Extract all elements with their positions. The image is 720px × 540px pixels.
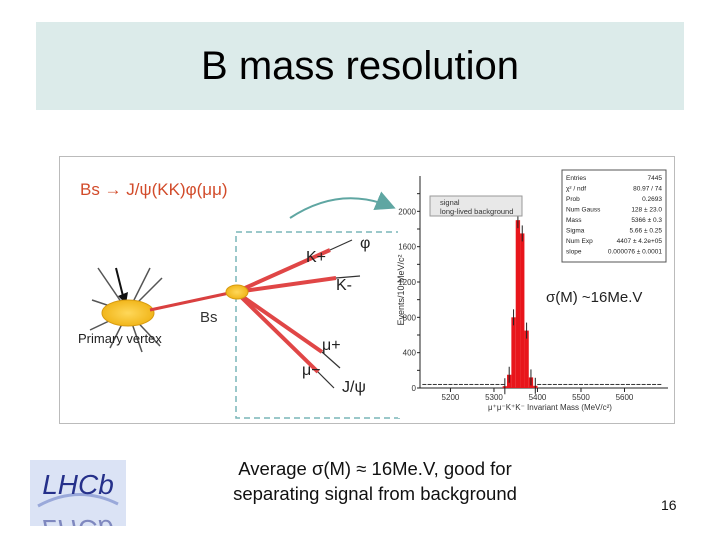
y-tick-label: 400 — [403, 349, 417, 358]
histogram-bar — [524, 330, 529, 388]
title-band — [36, 22, 684, 110]
muminus-label: μ− — [302, 362, 321, 379]
stat-value: 128 ± 23.0 — [631, 207, 662, 214]
y-tick-label: 2000 — [398, 207, 416, 216]
stat-value: 4407 ± 4.2e+05 — [617, 238, 663, 245]
daughter-tracks — [234, 248, 337, 374]
decay-vertex — [225, 284, 249, 300]
stat-value: 5.66 ± 0.25 — [630, 228, 663, 235]
logo-text: LHCb — [42, 469, 114, 500]
x-tick-label: 5600 — [616, 393, 634, 402]
x-ticks: 5200 5300 5400 5500 5600 — [442, 388, 634, 402]
stat-value: 7445 — [648, 175, 663, 182]
x-tick-label: 5500 — [572, 393, 590, 402]
stat-value: 80.97 / 74 — [633, 186, 662, 193]
slide-title: B mass resolution — [201, 44, 519, 88]
decay-region-box — [235, 231, 401, 419]
signal-peak — [502, 212, 538, 395]
y-tick-label: 800 — [403, 313, 417, 322]
histogram-bar — [515, 220, 521, 388]
fit-stats-box — [561, 169, 667, 263]
resolution-label: σ(M) ~16Me.V — [546, 289, 642, 306]
muplus-label: μ+ — [322, 337, 341, 354]
jpsi-label: J/ψ — [342, 379, 366, 396]
x-tick-label: 5300 — [485, 393, 503, 402]
daughter-extensions — [317, 239, 361, 389]
x-tick-label: 5400 — [529, 393, 547, 402]
x-axis-label: μ⁺μ⁻K⁺K⁻ Invariant Mass (MeV/c²) — [488, 403, 612, 412]
stat-value: 5366 ± 0.3 — [631, 217, 662, 224]
y-tick-label: 0 — [412, 384, 417, 393]
stat-name: Prob — [566, 196, 580, 203]
legend-background: long-lived background — [440, 207, 513, 216]
caption-line-1: Average σ(M) ≈ 16Me.V, good for — [238, 458, 512, 479]
kminus-label: K- — [336, 277, 352, 294]
stat-name: Entries — [566, 175, 587, 182]
kplus-label: K+ — [306, 249, 326, 266]
stat-name: Num Gauss — [566, 207, 601, 214]
caption-line-2: separating signal from background — [233, 483, 517, 504]
decay-label: Bs → J/ψ(KK)φ(μμ) — [80, 180, 228, 199]
page-number: 16 — [661, 497, 677, 513]
histogram-bar — [520, 233, 525, 388]
mass-histogram: 0 400 800 1200 1600 2000 5200 5300 5400 5500 5600… — [396, 160, 672, 418]
stat-value: 0.2693 — [642, 196, 662, 203]
y-axis-label: Events/10 MeV/c² — [396, 254, 406, 325]
curved-arrow-left — [289, 191, 396, 219]
stat-value: 0.000076 ± 0.0001 — [608, 249, 663, 256]
lhcb-logo: LHCb LHCb — [30, 460, 126, 526]
x-tick-label: 5200 — [442, 393, 460, 402]
histogram-bar — [511, 317, 516, 388]
y-tick-label: 1200 — [398, 278, 416, 287]
y-ticks: 0 400 800 1200 1600 2000 — [398, 193, 420, 393]
stat-name: χ² / ndf — [566, 186, 586, 193]
primary-vertex-label: Primary vertex — [78, 331, 162, 346]
y-tick-label: 1600 — [398, 243, 416, 252]
primary-vertex — [101, 299, 155, 327]
bs-label: Bs — [200, 309, 218, 326]
stat-name: Num Exp — [566, 238, 593, 245]
bs-track — [149, 290, 235, 312]
caption: Average σ(M) ≈ 16Me.V, good for separati… — [190, 456, 560, 506]
fit-stats: Entries 7445 χ² / ndf 80.97 / 74 Prob 0.2693 N… — [566, 175, 662, 256]
svg-text:LHCb: LHCb — [42, 514, 114, 526]
stat-name: Mass — [566, 217, 582, 224]
stat-name: Sigma — [566, 228, 585, 235]
phi-label: φ — [360, 235, 370, 252]
legend-box — [429, 195, 523, 217]
legend-signal: signal — [440, 198, 460, 207]
stat-name: slope — [566, 249, 582, 256]
